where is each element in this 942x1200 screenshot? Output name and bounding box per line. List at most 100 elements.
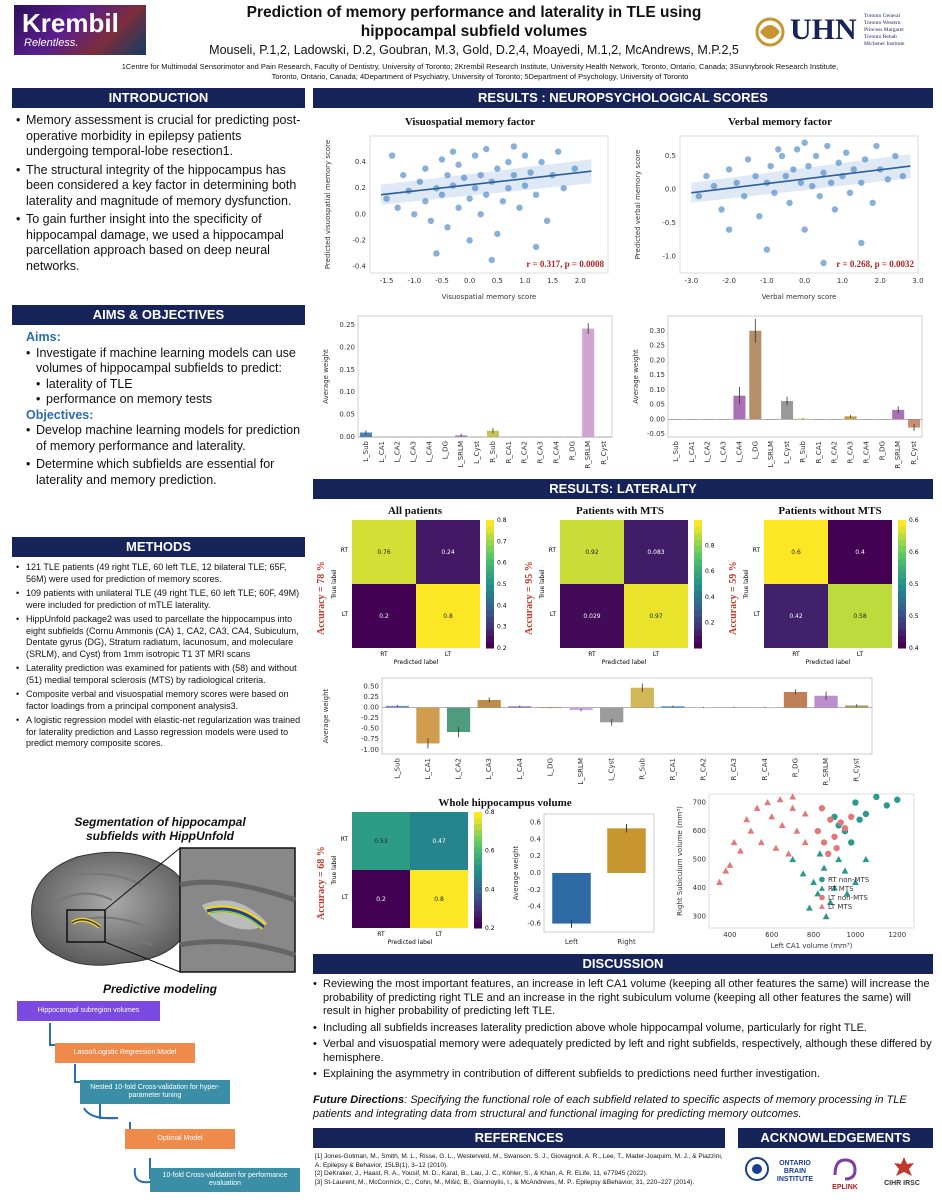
- scatter-point: [843, 149, 850, 156]
- uhn-sites: Toronto General Toronto Western Princess…: [864, 13, 904, 48]
- bar: [749, 330, 762, 420]
- y-tick-label: -0.05: [647, 430, 665, 438]
- scatter-point: [438, 156, 446, 163]
- y-tick-label: 0.10: [339, 388, 355, 396]
- bar: [439, 437, 452, 438]
- cm-xlabel: Predicted label: [806, 659, 851, 666]
- y-tick-label: -0.2: [527, 886, 541, 894]
- colorbar-segment: [486, 590, 494, 598]
- scatter-point: [510, 143, 518, 150]
- scatter-point: [894, 796, 901, 803]
- x-tick-label: R_Sub: [489, 440, 497, 462]
- colorbar-segment: [474, 829, 482, 836]
- y-axis-label: Predicted verbal memory score: [634, 150, 642, 260]
- y-tick-label: 0.20: [649, 356, 665, 364]
- colorbar-segment: [486, 635, 494, 643]
- x-tick-label: R_CA4: [862, 440, 870, 463]
- segmentation-title: Segmentation of hippocampal subfields wi…: [20, 815, 300, 843]
- cm-xlabel: Predicted label: [602, 659, 647, 666]
- future-directions-text: : Specifying the functional role of each…: [313, 1094, 907, 1120]
- reference-item: [2] DeKraker, J., Haast, R. A., Yousif, …: [315, 1170, 648, 1177]
- y-axis-label: Average weight: [322, 349, 330, 404]
- y-tick-label: -0.5: [662, 219, 676, 227]
- scatter-point: [826, 898, 834, 905]
- scatter-point: [831, 833, 838, 840]
- x-tick-label: R_DG: [568, 441, 576, 460]
- accuracy-mts: Accuracy = 95 %: [524, 561, 535, 635]
- scatter-point: [499, 198, 507, 205]
- scatter-point: [862, 855, 870, 863]
- x-tick-label: R_DG: [878, 441, 886, 460]
- x-axis-label: Left CA1 volume (mm³): [771, 942, 853, 950]
- colorbar-segment: [898, 596, 906, 604]
- bar: [552, 873, 591, 924]
- methods-bullet: HippUnfold package2 was used to parcella…: [16, 614, 306, 660]
- scatter-point: [820, 864, 828, 871]
- cm-value: 0.8: [434, 896, 444, 903]
- x-tick-label: L_CA1: [688, 441, 696, 463]
- bar: [812, 419, 825, 420]
- colorbar-segment: [474, 922, 482, 929]
- mri-brain-image: [31, 847, 296, 973]
- colorbar-segment: [474, 864, 482, 871]
- x-tick-label: 0.0: [464, 277, 475, 285]
- bar: [765, 419, 778, 420]
- scatter-point: [820, 169, 827, 176]
- legend-marker: [818, 903, 825, 909]
- scatter-point: [753, 804, 761, 811]
- scatter-point: [725, 166, 733, 173]
- colorbar-segment: [486, 603, 494, 611]
- colorbar-segment: [694, 545, 702, 553]
- cm-value: 0.92: [585, 549, 599, 556]
- bar: [781, 400, 794, 420]
- y-tick-label: -1.0: [662, 252, 676, 260]
- x-tick-label: L_CA3: [720, 441, 728, 463]
- regression-line: [380, 170, 592, 196]
- title-line-2: hippocampal subfield volumes: [360, 23, 588, 40]
- cm-cell: [828, 584, 892, 648]
- cm-cell: [410, 870, 468, 928]
- colorbar-segment: [898, 571, 906, 579]
- scatter-point: [812, 152, 820, 160]
- scatter-point: [793, 146, 801, 153]
- scatter-point: [695, 192, 703, 200]
- scatter-point: [850, 166, 857, 173]
- x-tick-label: 800: [807, 931, 820, 939]
- discussion-bullet: Reviewing the most important features, a…: [313, 978, 933, 1019]
- y-tick-label: 400: [693, 884, 706, 892]
- scatter-point: [827, 179, 835, 186]
- cm-cell: [352, 812, 410, 870]
- x-tick-label: 2.0: [575, 277, 586, 285]
- x-tick-label: L_Cyst: [608, 758, 616, 781]
- cm-cell: [624, 584, 688, 648]
- colorbar-tick: 0.3: [497, 624, 507, 631]
- y-tick-label: 0.00: [339, 433, 355, 441]
- scatter-point: [733, 179, 740, 186]
- accuracy-whole: Accuracy = 68 %: [316, 846, 327, 920]
- bar: [600, 707, 624, 723]
- scatter-point: [427, 217, 435, 225]
- y-tick-label: 0.25: [339, 321, 355, 329]
- cm-cell: [828, 520, 892, 584]
- colorbar-tick: 0.5: [909, 581, 919, 588]
- x-tick-label: -3.0: [684, 277, 698, 285]
- x-axis-label: Verbal memory score: [762, 293, 837, 301]
- scatter-point: [873, 793, 880, 801]
- scatter-point: [873, 142, 880, 150]
- scatter-point: [747, 827, 755, 834]
- bar: [669, 419, 682, 420]
- x-tick-label: 1.0: [519, 277, 530, 285]
- y-tick-label: 300: [693, 913, 706, 921]
- scatter-point: [543, 217, 551, 225]
- bar: [502, 437, 515, 438]
- krembil-logo: Krembil Relentless.: [14, 5, 146, 55]
- colorbar-segment: [486, 622, 494, 630]
- scatter-point: [554, 148, 562, 155]
- x-tick-label: R_CA3: [847, 441, 855, 464]
- whole-weights-chart: -0.6 -0.4 -0.2 0.0 0.2 0.4 0.6 Average weight Le…: [512, 813, 655, 946]
- scatter-point: [778, 821, 786, 828]
- scatter-point: [806, 904, 813, 911]
- segmentation-title-line: Segmentation of hippocampal: [74, 815, 246, 829]
- x-tick-label: L_CA4: [425, 440, 433, 462]
